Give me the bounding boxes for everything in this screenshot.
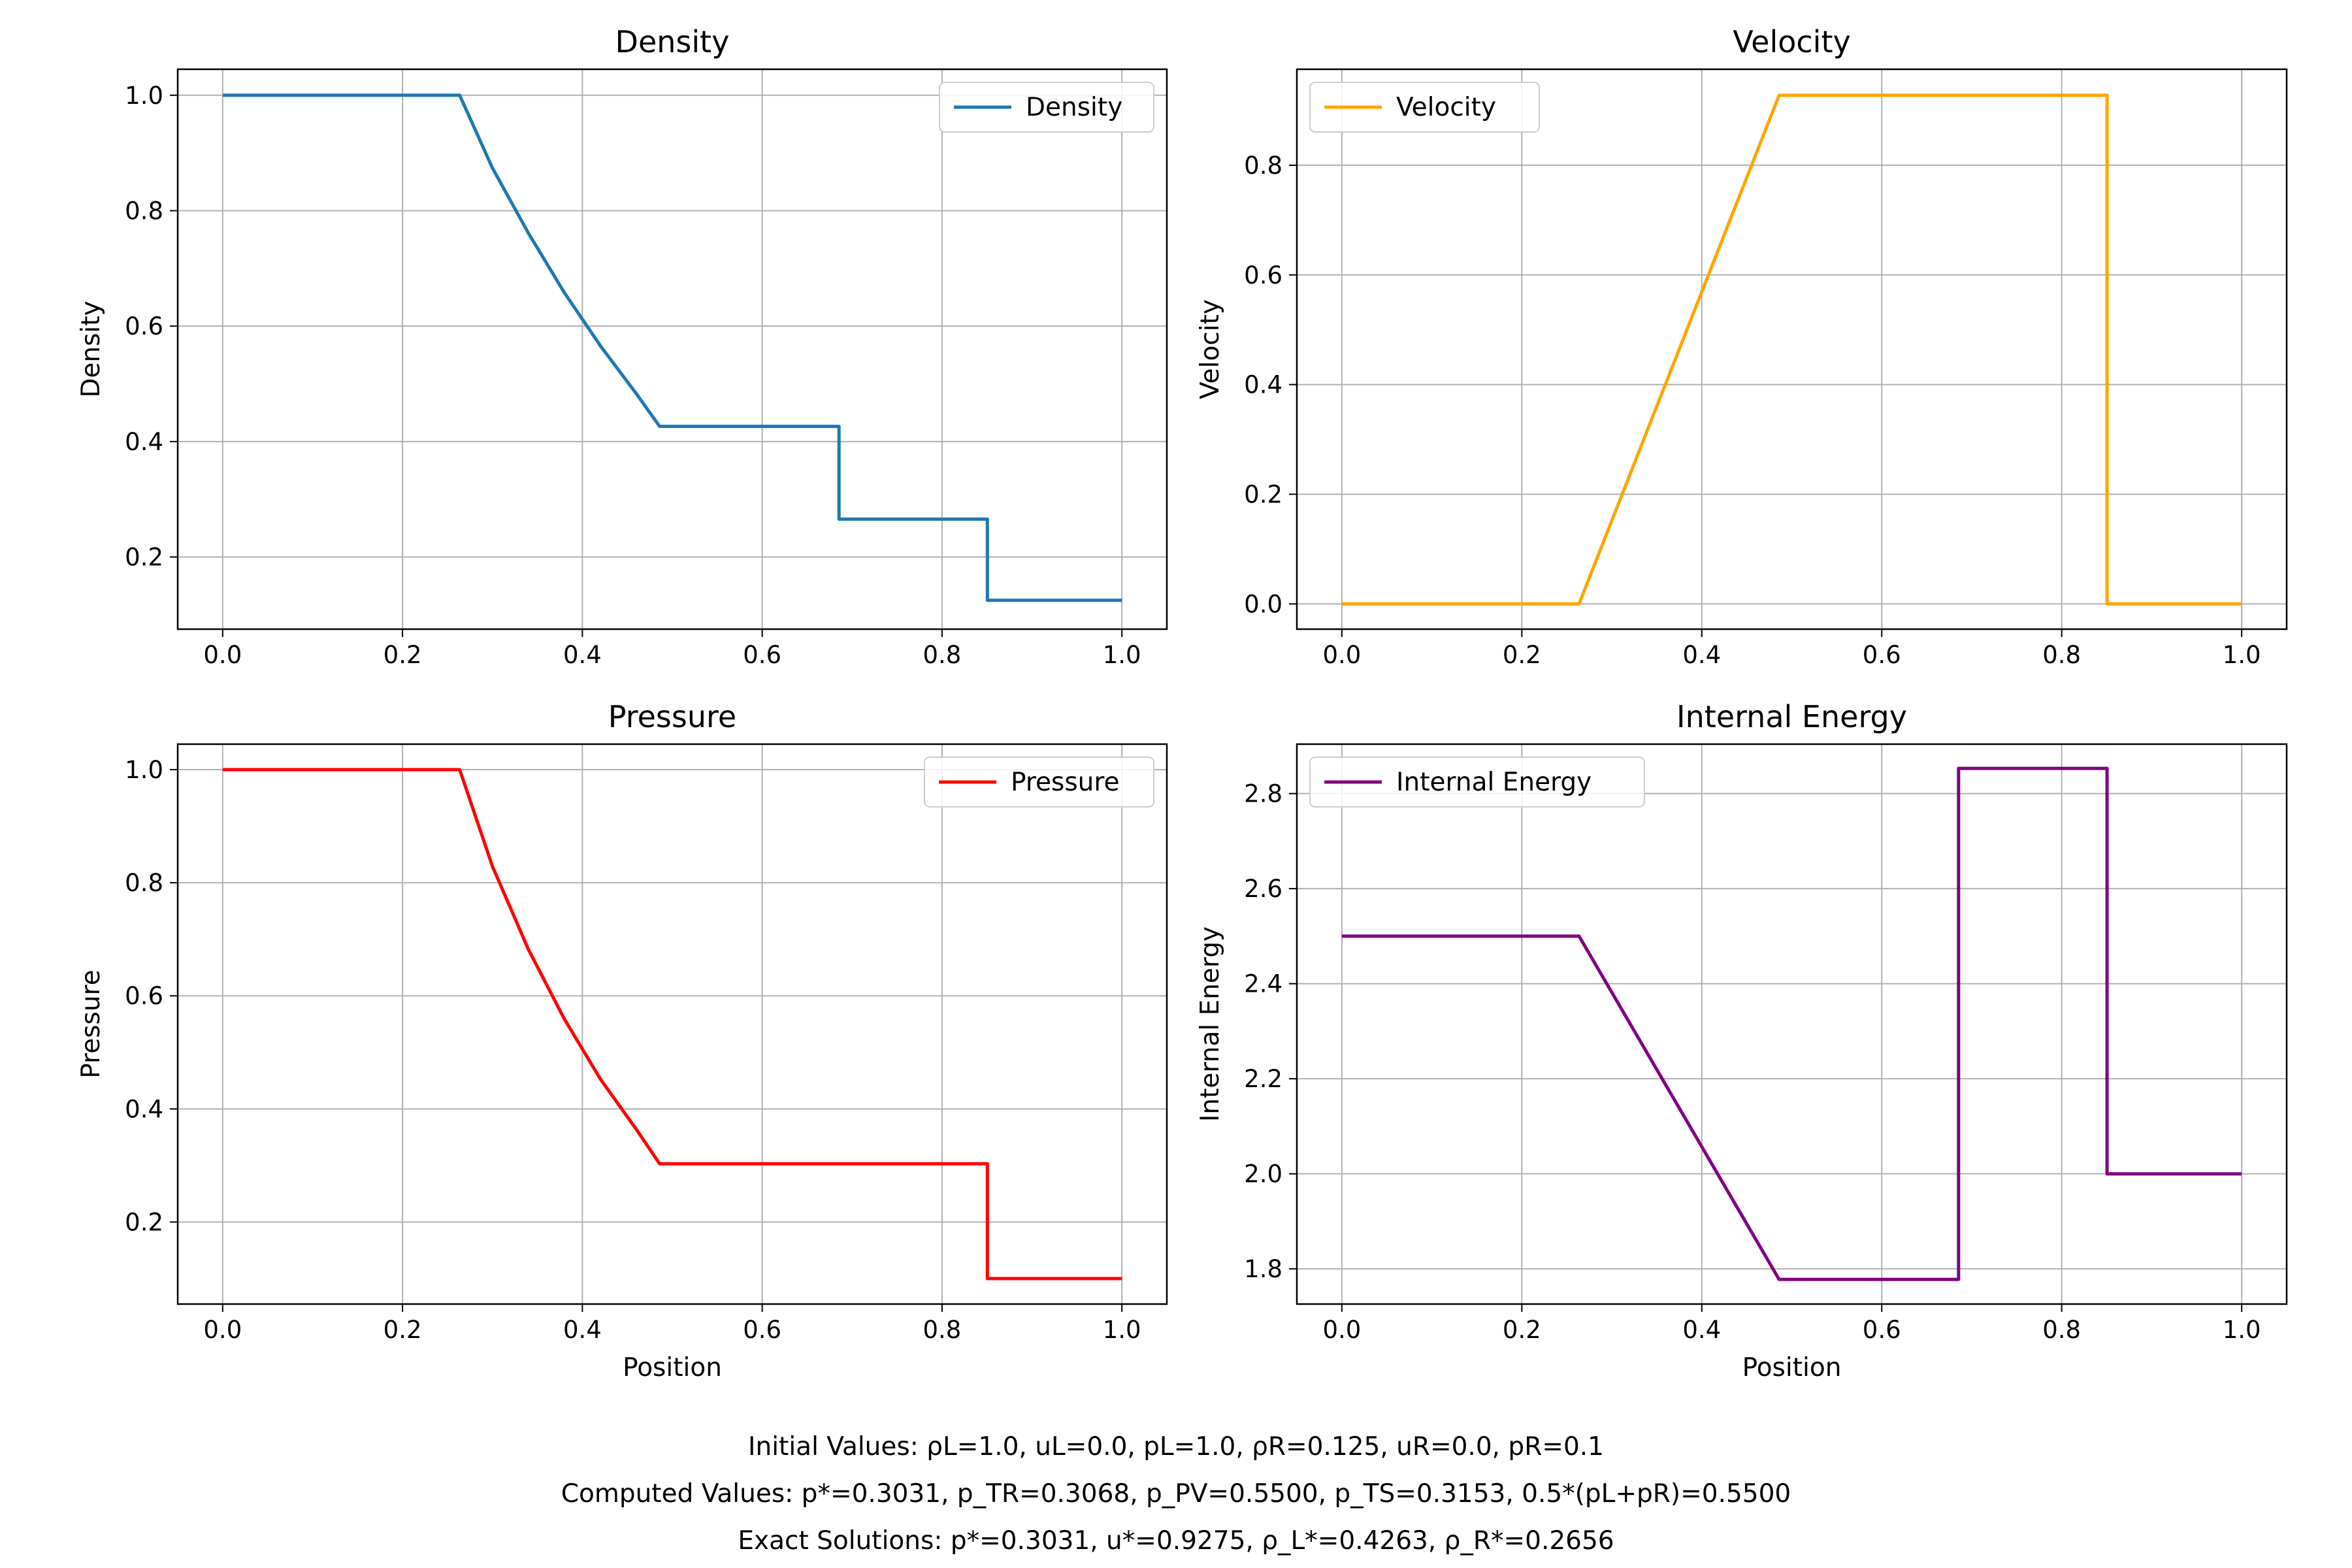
y-tick-label: 0.8 [125, 869, 163, 897]
y-tick-label: 0.4 [125, 1095, 163, 1123]
series-line-velocity [1341, 93, 2242, 606]
y-tick-label: 0.2 [125, 1208, 163, 1236]
x-axis-label: Position [1742, 1353, 1842, 1382]
chart-title: Pressure [608, 699, 736, 734]
legend-label: Pressure [1011, 768, 1120, 797]
x-tick-label: 0.8 [2042, 641, 2081, 669]
y-axis-label: Velocity [1196, 299, 1225, 399]
x-tick-label: 1.0 [1103, 1316, 1141, 1344]
y-tick-label: 2.8 [1244, 780, 1282, 808]
legend-box [939, 82, 1154, 133]
x-tick-label: 0.0 [1322, 641, 1361, 669]
y-tick-label: 0.6 [125, 982, 163, 1010]
legend: Internal Energy [1309, 757, 1645, 808]
x-tick-label: 0.0 [1322, 1316, 1361, 1344]
y-tick-label: 1.0 [125, 82, 163, 110]
legend-box [924, 757, 1154, 808]
x-tick-label: 0.8 [923, 641, 961, 669]
legend-label: Internal Energy [1396, 768, 1592, 797]
x-tick-label: 0.4 [1682, 1316, 1721, 1344]
y-tick-label: 2.0 [1244, 1160, 1282, 1188]
chart-title: Density [615, 24, 730, 59]
x-tick-label: 0.6 [1863, 641, 1901, 669]
y-tick-label: 0.2 [1244, 481, 1282, 509]
series-line-pressure [222, 768, 1122, 1281]
x-axis-label: Position [623, 1353, 722, 1382]
x-tick-label: 0.2 [1503, 1316, 1541, 1344]
y-tick-label: 1.8 [1244, 1255, 1282, 1283]
x-tick-label: 1.0 [1103, 641, 1141, 669]
chart-pressure: 0.0 0.2 0.4 0.6 0.8 1.0 0.2 0.4 0.6 0.8 1.0 Pressur… [76, 699, 1168, 1382]
computed-values-note: Computed Values: p*=0.3031, p_TR=0.3068,… [561, 1479, 1791, 1509]
series-line-internal-energy [1341, 766, 2242, 1281]
y-tick-label: 0.0 [1244, 590, 1282, 618]
y-tick-label: 0.2 [125, 544, 163, 572]
y-tick-label: 1.0 [125, 756, 163, 784]
y-tick-label: 2.6 [1244, 875, 1282, 903]
chart-velocity: 0.0 0.2 0.4 0.6 0.8 1.0 0.0 0.2 0.4 0.6 0.8 Velocit… [1196, 24, 2288, 669]
x-tick-label: 0.8 [2042, 1316, 2081, 1344]
x-tick-label: 0.8 [923, 1316, 961, 1344]
x-tick-label: 0.4 [563, 641, 602, 669]
chart-title: Velocity [1733, 24, 1850, 59]
chart-internal-energy: 0.0 0.2 0.4 0.6 0.8 1.0 1.8 2.0 2.2 2.4 2.6 2.8 Inte… [1196, 699, 2288, 1382]
y-axis-label: Internal Energy [1196, 926, 1225, 1122]
y-tick-label: 2.4 [1244, 970, 1282, 998]
legend-box [1309, 757, 1645, 808]
x-tick-label: 0.0 [203, 641, 242, 669]
y-tick-label: 0.4 [125, 428, 163, 456]
exact-solutions-note: Exact Solutions: p*=0.3031, u*=0.9275, ρ… [738, 1526, 1614, 1556]
y-tick-label: 0.8 [125, 197, 163, 225]
y-tick-label: 0.4 [1244, 371, 1282, 399]
y-tick-label: 0.6 [125, 312, 163, 340]
plot-frame [1296, 68, 2288, 630]
y-tick-label: 2.2 [1244, 1065, 1282, 1093]
legend-box [1309, 82, 1540, 133]
legend: Velocity [1309, 82, 1540, 133]
chart-density: 0.0 0.2 0.4 0.6 0.8 1.0 0.2 0.4 0.6 0.8 1.0 Density… [76, 24, 1168, 669]
x-tick-label: 1.0 [2223, 1316, 2261, 1344]
x-tick-label: 0.6 [743, 641, 781, 669]
y-tick-label: 0.6 [1244, 261, 1282, 289]
y-axis-label: Density [76, 301, 106, 397]
x-tick-label: 0.2 [1503, 641, 1541, 669]
legend-label: Velocity [1396, 93, 1496, 122]
x-tick-label: 0.6 [743, 1316, 781, 1344]
series-line-density [222, 93, 1122, 602]
y-axis-label: Pressure [76, 970, 106, 1079]
x-tick-label: 0.2 [384, 1316, 422, 1344]
legend-label: Density [1026, 93, 1122, 122]
legend: Density [939, 82, 1154, 133]
chart-title: Internal Energy [1676, 699, 1907, 734]
x-tick-label: 0.4 [1682, 641, 1721, 669]
plot-frame [176, 743, 1168, 1305]
y-tick-label: 0.8 [1244, 152, 1282, 180]
initial-values-note: Initial Values: ρL=1.0, uL=0.0, pL=1.0, … [747, 1432, 1604, 1462]
plot-frame [1296, 743, 2288, 1305]
legend: Pressure [924, 757, 1154, 808]
x-tick-label: 0.6 [1863, 1316, 1901, 1344]
x-tick-label: 0.2 [384, 641, 422, 669]
plot-frame [176, 68, 1168, 630]
x-tick-label: 1.0 [2223, 641, 2261, 669]
x-tick-label: 0.4 [563, 1316, 602, 1344]
x-tick-label: 0.0 [203, 1316, 242, 1344]
